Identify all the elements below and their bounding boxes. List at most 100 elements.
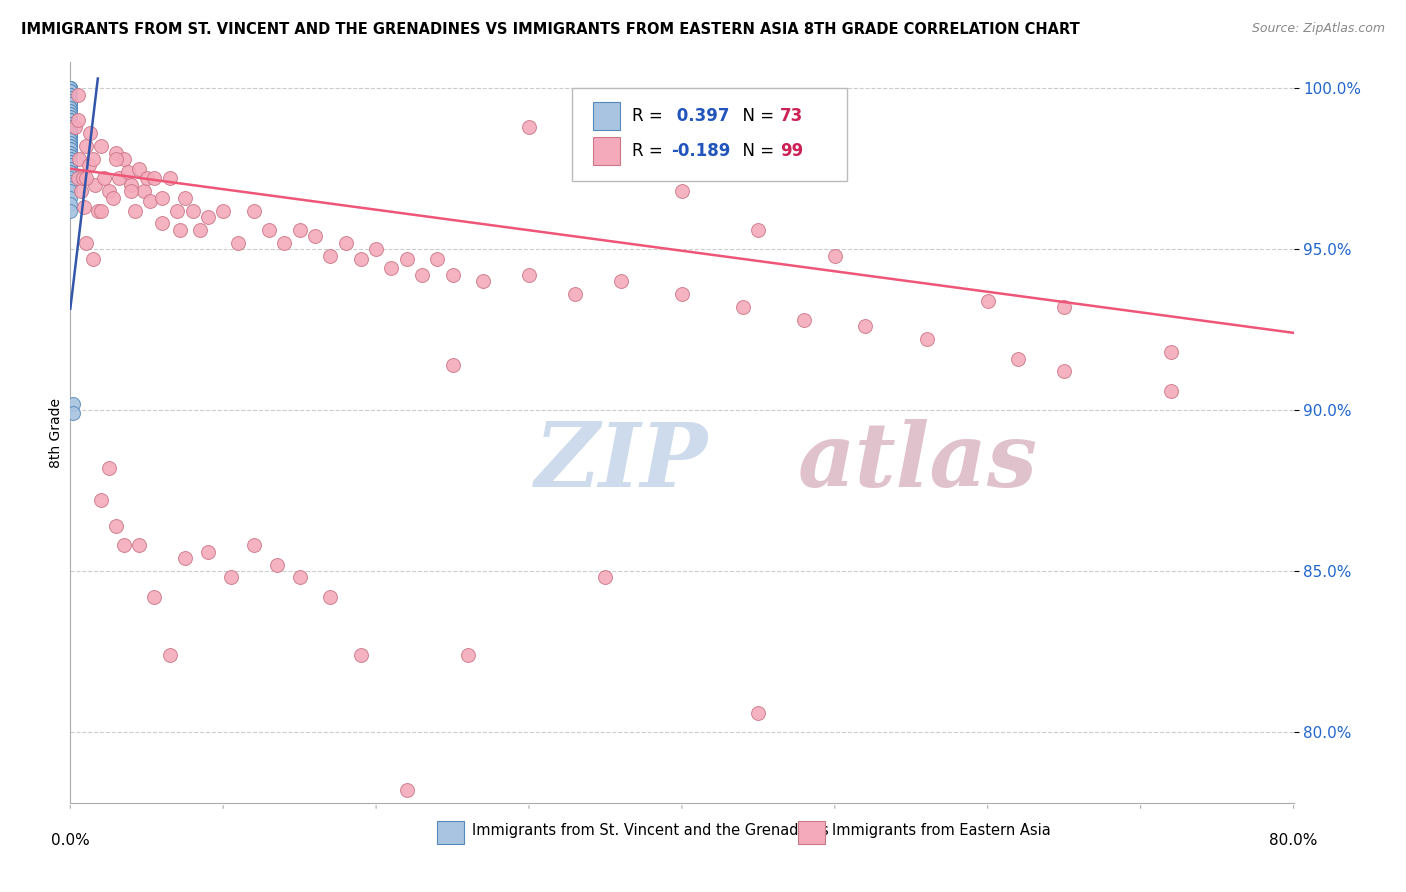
Point — [59, 181, 82, 195]
Point — [59, 158, 82, 172]
Point — [59, 129, 82, 144]
Point — [335, 235, 357, 250]
Point — [59, 81, 82, 95]
Point — [121, 178, 143, 192]
Point — [59, 129, 82, 144]
Y-axis label: 8th Grade: 8th Grade — [49, 398, 63, 467]
Point — [212, 203, 235, 218]
Point — [97, 184, 120, 198]
Point — [59, 126, 82, 140]
Point — [197, 545, 219, 559]
Point — [59, 84, 82, 98]
Point — [59, 94, 82, 108]
Point — [150, 216, 173, 230]
Point — [93, 171, 115, 186]
Point — [82, 252, 104, 266]
Text: R =: R = — [631, 107, 668, 125]
Point — [319, 590, 342, 604]
Point — [128, 161, 150, 176]
Point — [441, 268, 464, 282]
Point — [59, 149, 82, 163]
Point — [59, 133, 82, 147]
Point — [181, 203, 204, 218]
Point — [72, 171, 94, 186]
Point — [59, 84, 82, 98]
Point — [671, 184, 693, 198]
Point — [59, 81, 82, 95]
Point — [132, 184, 155, 198]
Point — [747, 223, 769, 237]
Point — [59, 165, 82, 179]
Point — [59, 87, 82, 102]
Point — [441, 358, 464, 372]
Point — [59, 101, 82, 115]
FancyBboxPatch shape — [592, 102, 620, 130]
Point — [59, 152, 82, 166]
Point — [59, 84, 82, 98]
Point — [66, 113, 89, 128]
Point — [59, 91, 82, 105]
Point — [1160, 345, 1182, 359]
Point — [59, 136, 82, 150]
Point — [59, 165, 82, 179]
Point — [671, 287, 693, 301]
Point — [188, 223, 211, 237]
Point — [59, 158, 82, 172]
Point — [59, 142, 82, 156]
Point — [59, 120, 82, 134]
Point — [62, 406, 84, 420]
Point — [70, 184, 93, 198]
Point — [59, 91, 82, 105]
Point — [82, 152, 104, 166]
FancyBboxPatch shape — [437, 822, 464, 844]
Point — [59, 113, 82, 128]
Text: 73: 73 — [780, 107, 803, 125]
Point — [855, 319, 877, 334]
Point — [75, 235, 97, 250]
Point — [128, 538, 150, 552]
Point — [59, 107, 82, 121]
Point — [59, 197, 82, 211]
FancyBboxPatch shape — [799, 822, 825, 844]
Point — [243, 538, 266, 552]
Point — [243, 203, 266, 218]
Point — [83, 178, 105, 192]
Point — [1053, 300, 1076, 314]
Point — [733, 300, 755, 314]
Point — [59, 149, 82, 163]
Point — [59, 103, 82, 118]
Text: Immigrants from St. Vincent and the Grenadines: Immigrants from St. Vincent and the Gren… — [471, 823, 828, 838]
Text: N =: N = — [733, 143, 779, 161]
Point — [73, 200, 96, 214]
Point — [139, 194, 162, 208]
Point — [59, 110, 82, 124]
Point — [304, 229, 326, 244]
Point — [59, 97, 82, 112]
Point — [112, 538, 135, 552]
Point — [169, 223, 191, 237]
Text: Immigrants from Eastern Asia: Immigrants from Eastern Asia — [832, 823, 1052, 838]
Point — [117, 165, 139, 179]
FancyBboxPatch shape — [592, 137, 620, 165]
Point — [1160, 384, 1182, 398]
Point — [174, 191, 197, 205]
Point — [59, 81, 82, 95]
Point — [59, 126, 82, 140]
Point — [59, 152, 82, 166]
Point — [59, 145, 82, 160]
Point — [105, 519, 128, 533]
Point — [90, 139, 112, 153]
Point — [1053, 364, 1076, 378]
Point — [59, 139, 82, 153]
Point — [59, 133, 82, 147]
Point — [143, 171, 166, 186]
Point — [77, 158, 100, 172]
Point — [59, 171, 82, 186]
Point — [824, 249, 846, 263]
Point — [59, 81, 82, 95]
Point — [90, 493, 112, 508]
Point — [59, 136, 82, 150]
Point — [174, 551, 197, 566]
Point — [66, 87, 89, 102]
Point — [59, 161, 82, 176]
